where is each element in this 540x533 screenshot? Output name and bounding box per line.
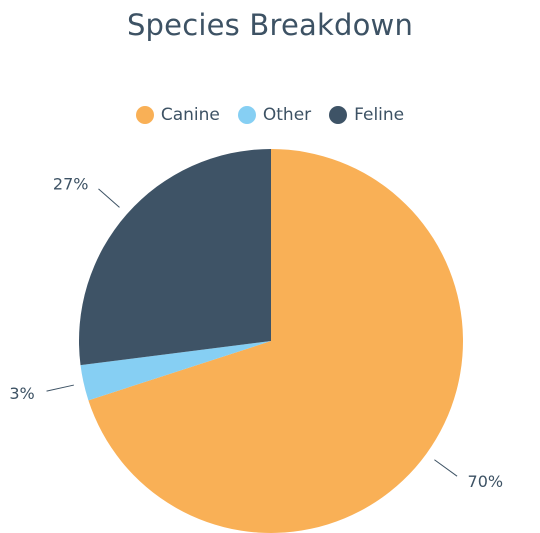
legend-item-other[interactable]: Other [237, 105, 312, 125]
pie-slice-other[interactable] [80, 341, 271, 401]
pie-labels: 70% 3% 27% [9, 175, 503, 491]
pie-slice-feline[interactable] [79, 149, 271, 366]
legend-swatch-other [237, 106, 256, 124]
chart-title: Species Breakdown [126, 8, 414, 42]
chart-legend: Canine Other Feline [0, 105, 540, 125]
legend-item-canine[interactable]: Canine [135, 105, 220, 125]
pie-label-canine: 70% [468, 472, 504, 491]
legend-swatch-feline [329, 106, 348, 124]
pie-slice-canine[interactable] [88, 149, 463, 533]
legend-label-feline: Feline [354, 105, 405, 125]
leader-line-feline [98, 188, 120, 208]
pie-label-feline: 27% [53, 175, 89, 194]
leader-line-other [46, 384, 74, 392]
legend-swatch-canine [135, 106, 154, 124]
legend-label-other: Other [262, 105, 312, 125]
legend-item-feline[interactable]: Feline [329, 105, 404, 125]
leader-line-canine [434, 459, 458, 477]
pie-label-other: 3% [9, 384, 34, 403]
legend-label-canine: Canine [160, 105, 220, 125]
pie-slices [79, 149, 463, 533]
pie-leader-lines [46, 188, 458, 477]
